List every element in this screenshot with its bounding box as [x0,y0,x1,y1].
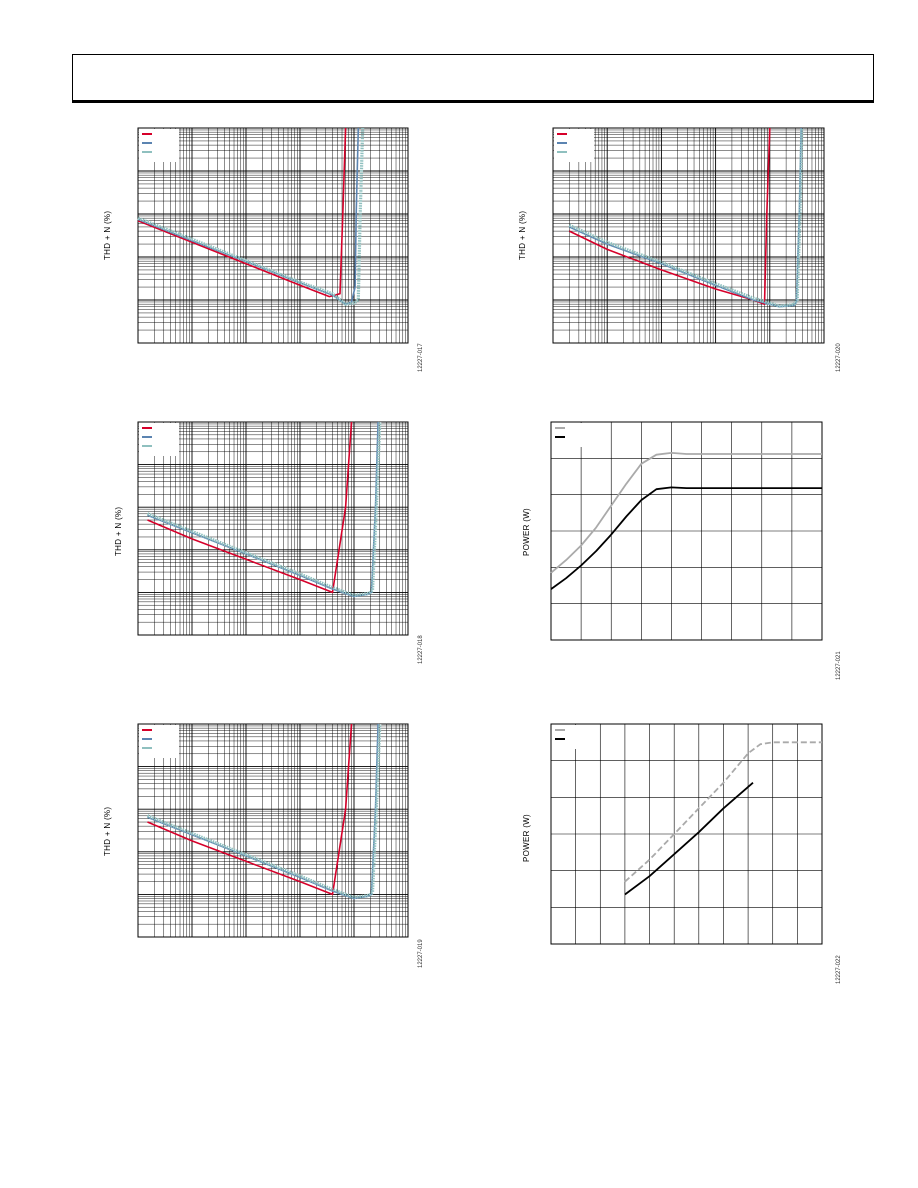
thd-chart-middle-left-series-red [147,421,353,594]
thd-chart-bottom-left-figure-id: 12227-019 [418,939,424,968]
thd-chart-top-left-frame [137,127,409,344]
power-chart-bottom-right-series-gray [624,741,822,883]
thd-chart-top-right-legend [554,129,594,162]
thd-chart-top-right-grid [552,128,824,344]
thd-chart-top-right-series-red [568,127,771,305]
power-chart-middle-right-frame [550,421,823,641]
thd-chart-middle-left-figure-id: 12227-018 [418,635,424,664]
power-chart-middle-right-series-gray [550,451,822,574]
power-chart-middle-right-legend [552,423,592,447]
thd-chart-middle-left-frame [137,421,409,636]
thd-chart-bottom-left-series-teal [146,723,382,899]
power-chart-bottom-right-ylabel: POWER (W) [522,813,531,862]
thd-chart-bottom-left-series-red [147,723,353,896]
thd-chart-top-left [137,127,409,344]
thd-chart-top-right-series-teal [568,127,804,308]
thd-chart-top-left-legend [139,129,179,162]
thd-chart-middle-left-ylabel: THD + N (%) [114,506,123,556]
power-chart-middle-right-plot [550,421,823,641]
thd-chart-middle-left [137,421,409,636]
thd-chart-top-right-figure-id: 12227-020 [836,343,842,372]
thd-chart-bottom-left-frame [137,723,409,938]
thd-chart-bottom-left-legend [139,725,179,758]
thd-chart-top-left-grid [137,128,408,344]
thd-chart-top-left-figure-id: 12227-017 [418,343,424,372]
power-chart-bottom-right-series-black [624,782,754,896]
thd-chart-top-right-ylabel: THD + N (%) [518,210,527,260]
thd-chart-top-left-ylabel: THD + N (%) [103,210,112,260]
power-chart-middle-right [550,421,823,641]
thd-chart-top-left-series-blue [137,127,360,305]
thd-chart-bottom-left-ylabel: THD + N (%) [103,806,112,856]
power-chart-middle-right-figure-id: 12227-021 [836,651,842,680]
power-chart-bottom-right-frame [550,723,823,945]
thd-chart-top-right-plot [552,127,825,344]
thd-chart-bottom-left-plot [137,723,409,938]
power-chart-bottom-right-grid [550,723,823,945]
thd-chart-middle-left-plot [137,421,409,636]
thd-chart-top-right-frame [552,127,825,344]
thd-chart-top-right [552,127,825,344]
power-chart-middle-right-ylabel: POWER (W) [522,507,531,556]
thd-chart-middle-left-legend [139,423,179,456]
power-chart-middle-right-series-black [550,486,822,590]
thd-chart-bottom-left [137,723,409,938]
power-chart-bottom-right-figure-id: 12227-022 [836,955,842,984]
thd-chart-top-left-series-red [137,127,347,298]
page-header-box [72,54,874,103]
thd-chart-middle-left-series-teal [146,421,382,597]
power-chart-bottom-right-legend [552,725,592,749]
thd-chart-top-left-plot [137,127,409,344]
power-chart-bottom-right-plot [550,723,823,945]
thd-chart-bottom-left-grid [137,724,408,938]
power-chart-bottom-right [550,723,823,945]
